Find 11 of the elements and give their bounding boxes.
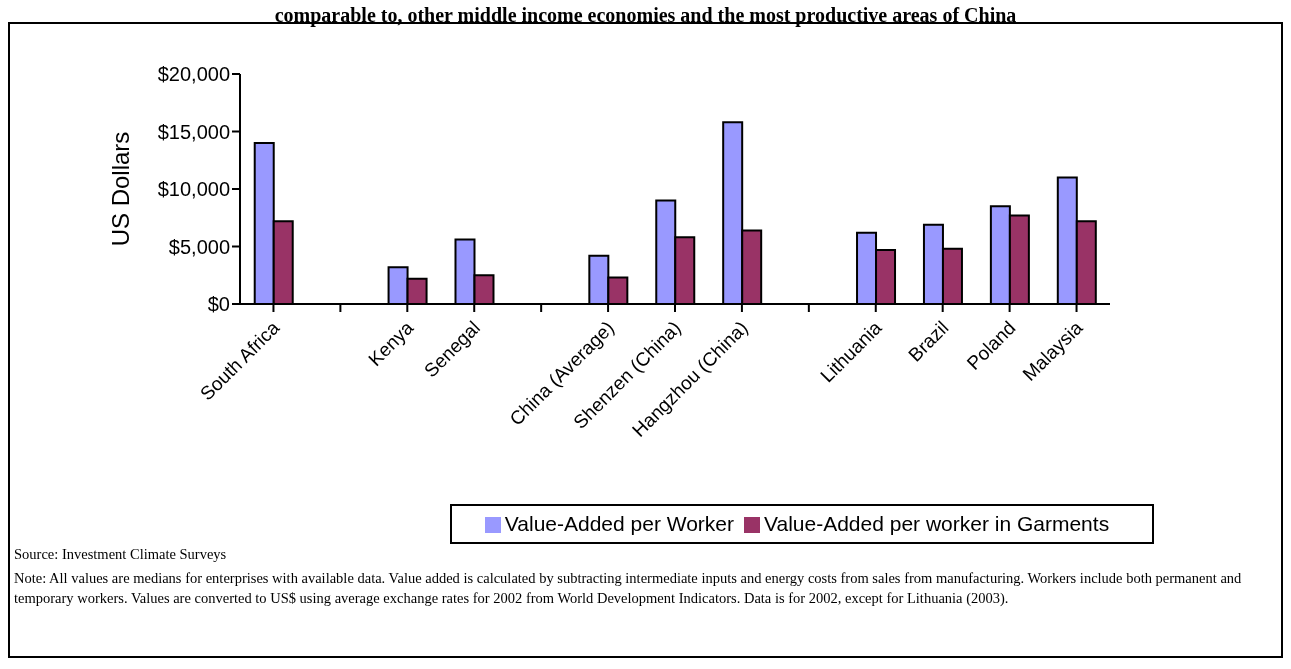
text: Note: All values are medians for enterprises with available data. Value added is calculated by subtracting intermediate inputs and energy costs from sales from manufacturing. Workers include both permanent and temporary workers. Values are converted to US$ using average exchange rates for 2002 from World Development Indicators. Data is for 2002, except for Lithuania (2003). bbox=[14, 569, 1243, 608]
y-tick-label: $5,000 bbox=[168, 235, 230, 258]
y-tick-label: $10,000 bbox=[157, 178, 230, 201]
y-tick-label: $0 bbox=[207, 293, 230, 316]
source-note: Source: Investment Climate Surveys bbox=[14, 545, 228, 564]
y-axis-title: US Dollars bbox=[106, 131, 134, 247]
chart-title: comparable to, other middle income economies and the most productive areas of China bbox=[273, 4, 1018, 26]
legend-label: Value-Added per worker in Garments bbox=[764, 512, 1110, 535]
legend-label: Value-Added per Worker bbox=[504, 512, 735, 535]
y-tick-label: $15,000 bbox=[157, 120, 230, 143]
y-tick-label: $20,000 bbox=[157, 63, 230, 86]
